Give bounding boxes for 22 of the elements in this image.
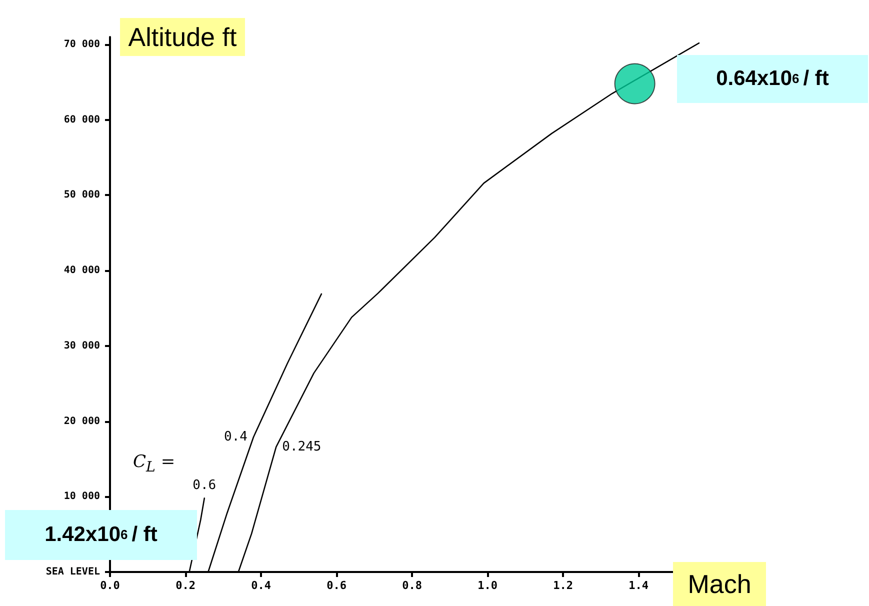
series-label: 0.245	[282, 439, 322, 454]
x-tick-label: 0.2	[176, 579, 196, 592]
y-tick-label: 20 000	[64, 416, 100, 427]
y-tick-label: SEA LEVEL	[46, 566, 100, 578]
x-tick-label: 0.0	[100, 579, 120, 592]
y-tick-label: 60 000	[64, 114, 100, 126]
x-axis-title: Mach	[673, 562, 766, 606]
y-tick-label: 70 000	[64, 39, 100, 50]
y-axis-title: Altitude ft	[120, 18, 245, 56]
x-tick-label: 0.4	[251, 579, 272, 592]
series-label: 0.4	[224, 430, 248, 445]
x-tick-label: 1.0	[478, 579, 498, 592]
x-tick-label: 0.8	[402, 579, 422, 592]
y-tick-label: 30 000	[64, 340, 100, 352]
x-tick-label: 0.6	[326, 579, 347, 592]
y-tick-label: 50 000	[64, 190, 100, 201]
y-tick-label: 10 000	[64, 491, 100, 502]
annotation: C$_{L}$ =	[133, 452, 176, 476]
y-tick-label: 40 000	[64, 265, 100, 276]
x-tick-label: 1.2	[553, 579, 574, 592]
x-tick-label: 1.4	[628, 579, 649, 592]
series-label: 0.6	[192, 478, 216, 494]
